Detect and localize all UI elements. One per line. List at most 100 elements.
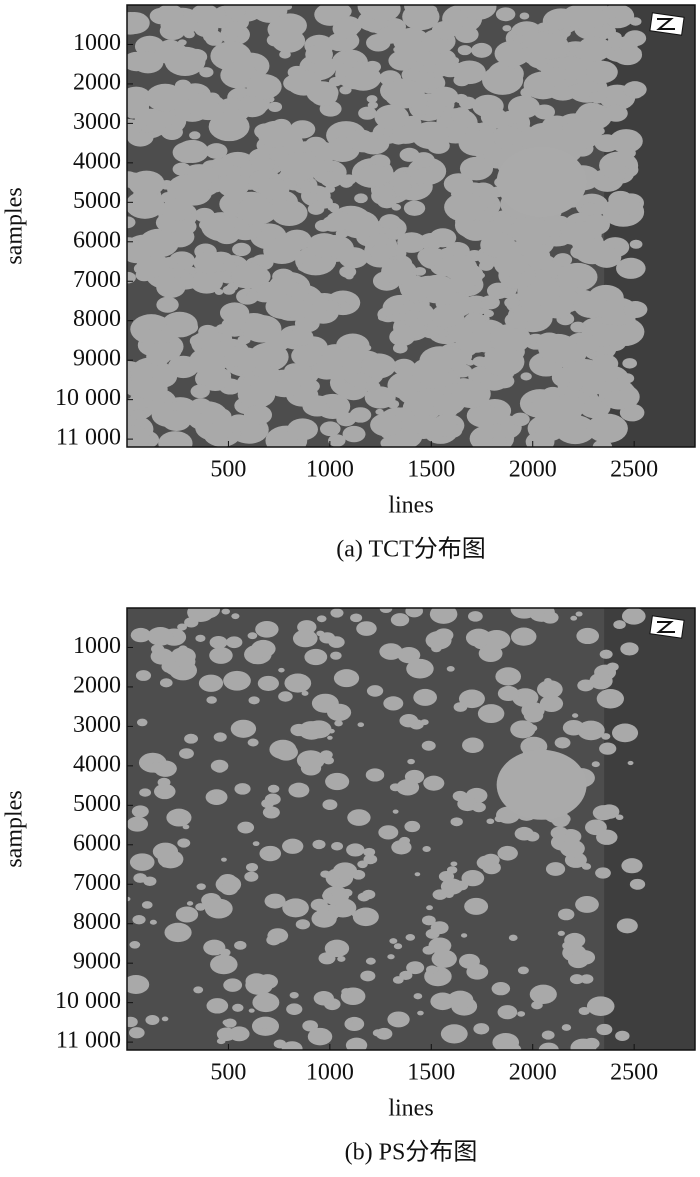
patch (214, 226, 240, 245)
patch (381, 258, 417, 285)
patch (389, 327, 416, 347)
patch (596, 689, 624, 709)
patch (338, 247, 369, 269)
patch (599, 804, 620, 819)
patch (248, 342, 289, 372)
patch (497, 1005, 518, 1020)
patch (166, 808, 192, 827)
patch (193, 251, 224, 274)
patch (561, 1024, 572, 1031)
patch (369, 243, 394, 261)
patch (190, 270, 224, 294)
patch (541, 111, 551, 118)
patch (492, 1032, 520, 1050)
patch (128, 1027, 145, 1039)
patch (601, 733, 611, 740)
patch (464, 897, 489, 915)
patch (250, 156, 275, 174)
patch (330, 608, 344, 618)
x-tick-label: 2500 (610, 1060, 658, 1086)
patch (175, 906, 199, 923)
x-tick-label: 1000 (306, 1060, 354, 1086)
patch (418, 388, 445, 407)
patch (161, 198, 193, 221)
patch (130, 409, 146, 421)
patch (599, 151, 639, 180)
patch (147, 627, 174, 646)
patch (222, 1019, 231, 1026)
patch (620, 642, 639, 656)
patch (346, 1019, 353, 1024)
patch (129, 853, 155, 871)
patch (129, 940, 141, 949)
patch (311, 909, 337, 928)
patch (379, 608, 393, 614)
patch (221, 857, 227, 862)
patch (248, 696, 260, 705)
patch (510, 608, 538, 619)
patch (519, 12, 530, 20)
patch (392, 976, 404, 984)
patch (232, 242, 251, 257)
patch (207, 181, 224, 193)
patch (406, 821, 413, 826)
patch (156, 296, 179, 313)
patch (465, 628, 492, 647)
patch (359, 164, 391, 187)
patch (536, 22, 551, 32)
patch (539, 399, 581, 430)
patch (458, 689, 485, 709)
patch (580, 974, 594, 984)
patch (237, 821, 255, 834)
patch (424, 77, 443, 91)
patch (495, 7, 516, 22)
patch (422, 846, 431, 853)
patch (306, 720, 332, 739)
y-tick-label: 3000 (73, 712, 121, 738)
patch (224, 346, 254, 367)
patch (282, 838, 304, 854)
patch (267, 101, 283, 112)
patch (377, 314, 387, 321)
y-axis-label: samples (2, 187, 28, 264)
patch (406, 658, 434, 679)
x-tick-label: 500 (210, 1060, 246, 1086)
patch (559, 839, 585, 858)
patch (252, 992, 280, 1013)
patch (374, 104, 410, 130)
patch (431, 304, 464, 328)
north-glyph (656, 18, 675, 30)
patch (576, 627, 600, 645)
patch (171, 84, 195, 101)
patch (578, 1006, 590, 1016)
patch (483, 347, 525, 377)
patch (446, 866, 458, 874)
patch (237, 95, 268, 118)
patch (127, 974, 150, 994)
patch (514, 826, 534, 841)
patch (339, 265, 357, 278)
patch (311, 357, 343, 380)
patch (258, 178, 290, 200)
patch (322, 892, 333, 900)
patch (507, 95, 540, 119)
patch (426, 905, 433, 911)
patch (187, 92, 219, 115)
patch (492, 435, 507, 446)
patch (141, 901, 153, 909)
patch (388, 50, 417, 71)
patch (278, 667, 285, 673)
patch (352, 907, 379, 927)
patch (364, 386, 396, 409)
patch (375, 408, 384, 415)
patch (318, 952, 336, 965)
patch (375, 1027, 393, 1040)
patch (454, 26, 479, 44)
patch (589, 672, 613, 690)
patch (242, 315, 282, 343)
patch (127, 216, 136, 229)
patch (270, 199, 308, 227)
patch (586, 413, 628, 443)
y-tick-label: 5000 (73, 188, 121, 214)
patch (325, 772, 350, 791)
